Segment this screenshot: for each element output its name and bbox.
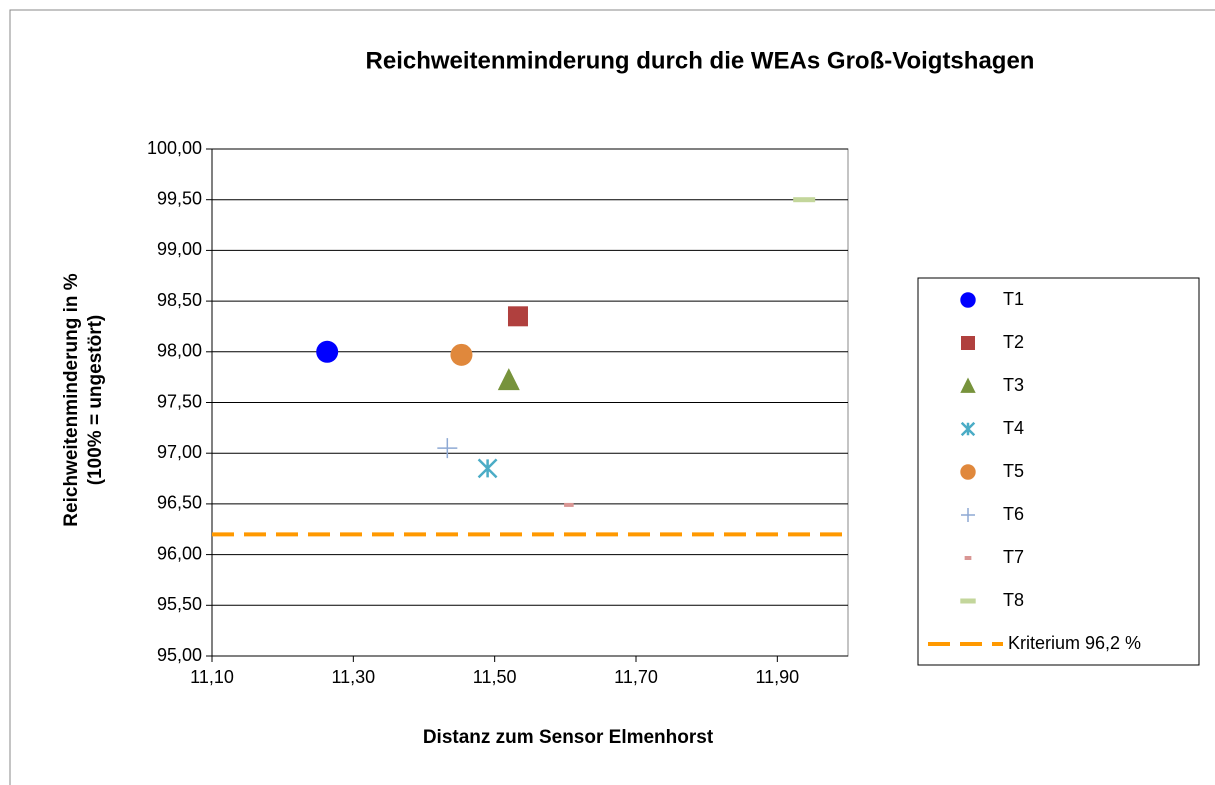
legend-marker [961,336,975,350]
chart-title: Reichweitenminderung durch die WEAs Groß… [366,47,1035,74]
x-axis-label: Distanz zum Sensor Elmenhorst [423,727,714,748]
x-tick-label: 11,30 [331,667,375,687]
y-axis-label: Reichweitenminderung in % [61,273,82,526]
y-tick-label: 97,50 [157,391,202,411]
y-tick-label: 95,00 [157,645,202,665]
y-tick-label: 98,50 [157,290,202,310]
y-tick-label: 100,00 [147,138,202,158]
legend-marker [960,292,976,308]
data-point [450,343,473,366]
legend-marker [961,508,975,522]
chart-frame [9,9,1215,785]
data-point [564,502,574,507]
legend-label: T1 [1003,289,1024,309]
y-tick-label: 99,50 [157,188,202,208]
legend-marker [960,421,976,437]
legend-label: T7 [1003,547,1024,567]
data-point [793,197,816,203]
data-point [437,438,458,459]
legend-marker [960,377,976,393]
legend-marker [960,464,976,480]
legend-label: T8 [1003,590,1024,610]
legend-label: T2 [1003,332,1024,352]
data-point [477,458,498,479]
legend-marker [964,556,972,560]
legend-label: T3 [1003,375,1024,395]
y-tick-label: 98,00 [157,341,202,361]
y-tick-label: 99,00 [157,239,202,259]
x-tick-label: 11,10 [190,667,234,687]
y-tick-label: 96,50 [157,493,202,513]
y-tick-label: 97,00 [157,442,202,462]
data-point [507,306,528,327]
y-tick-label: 96,00 [157,543,202,563]
x-tick-label: 11,90 [755,667,799,687]
legend-label: T6 [1003,504,1024,524]
x-tick-label: 11,50 [473,667,517,687]
y-axis-label: (100% = ungestört) [85,315,106,486]
legend-box [917,277,1200,666]
y-tick-label: 95,50 [157,594,202,614]
x-tick-label: 11,70 [614,667,658,687]
legend-label: T4 [1003,418,1024,438]
legend-label: T5 [1003,461,1024,481]
data-point [316,340,339,363]
data-point [497,368,520,391]
legend-label: Kriterium 96,2 % [1008,633,1141,653]
legend-marker [960,598,976,604]
